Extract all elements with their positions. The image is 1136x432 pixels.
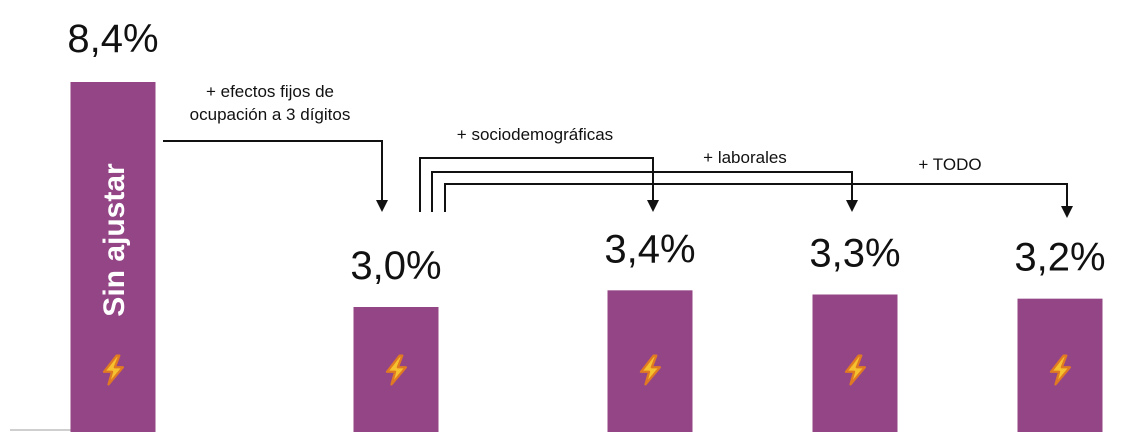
- value-label-3: 3,4%: [604, 227, 695, 271]
- annotation-laborales: + laborales: [431, 148, 858, 212]
- bars-group: [70, 82, 1103, 432]
- value-label-4: 3,3%: [809, 232, 900, 276]
- annotation-efectos-line2: ocupación a 3 dígitos: [190, 105, 351, 124]
- annotation-socio-label: + sociodemográficas: [457, 125, 613, 144]
- arrowhead-socio: [647, 200, 659, 212]
- connector-laborales: [431, 171, 853, 212]
- icons-group: [102, 354, 1072, 386]
- value-labels-group: 8,4% 3,0% 3,4% 3,3% 3,2%: [67, 17, 1105, 288]
- annotation-efectos-line1: + efectos fijos de: [206, 82, 334, 101]
- arrowhead-efectos: [376, 200, 388, 212]
- arrowhead-todo: [1061, 206, 1073, 218]
- annotation-efectos-fijos: + efectos fijos de ocupación a 3 dígitos: [163, 82, 388, 212]
- connector-socio: [419, 157, 654, 212]
- annotation-todo-label: + TODO: [918, 155, 981, 174]
- connector-efectos: [163, 140, 383, 200]
- connector-todo: [444, 183, 1068, 212]
- value-label-2: 3,0%: [350, 244, 441, 288]
- arrowhead-laborales: [846, 200, 858, 212]
- value-label-1: 8,4%: [67, 17, 158, 61]
- annotation-todo: + TODO: [444, 155, 1073, 218]
- value-label-5: 3,2%: [1014, 236, 1105, 280]
- bar-inner-label: Sin ajustar: [98, 163, 131, 317]
- annotation-sociodemograficas: + sociodemográficas: [419, 125, 659, 212]
- annotation-laborales-label: + laborales: [703, 148, 787, 167]
